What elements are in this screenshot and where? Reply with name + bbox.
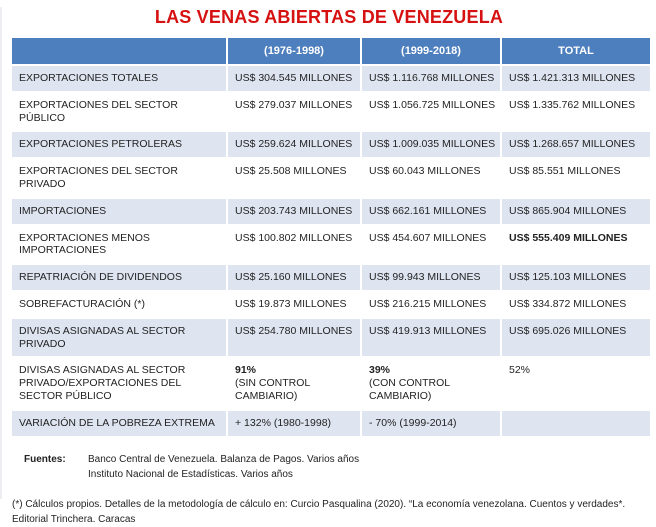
value-cell: 39% (CON CONTROL CAMBIARIO) (362, 358, 500, 409)
row-label: EXPORTACIONES DEL SECTOR PRIVADO (12, 159, 226, 197)
value-cell-total-bold: US$ 555.409 MILLONES (502, 225, 650, 264)
data-table: (1976-1998) (1999-2018) TOTAL EXPORTACIO… (10, 36, 652, 438)
value-cell: US$ 695.026 MILLONES (502, 318, 650, 357)
table-row: EXPORTACIONES TOTALES US$ 304.545 MILLON… (12, 66, 650, 91)
value-cell: US$ 1.335.762 MILLONES (502, 92, 650, 131)
row-label: SOBREFACTURACIÓN (*) (12, 291, 226, 317)
value-cell: US$ 216.215 MILLONES (362, 291, 500, 317)
header-cell-empty (12, 38, 226, 64)
value-cell: US$ 254.780 MILLONES (228, 318, 360, 357)
value-cell (502, 410, 650, 436)
value-cell: US$ 25.160 MILLONES (228, 265, 360, 290)
table-row: EXPORTACIONES DEL SECTOR PÚBLICO US$ 279… (12, 92, 650, 131)
percent-value: 91% (235, 364, 257, 377)
value-cell: US$ 19.873 MILLONES (228, 291, 360, 317)
value-cell: US$ 454.607 MILLONES (362, 225, 500, 264)
percent-note: (CON CONTROL CAMBIARIO) (369, 377, 450, 402)
row-label: REPATRIACIÓN DE DIVIDENDOS (12, 265, 226, 290)
value-cell: + 132% (1980-1998) (228, 410, 360, 436)
header-cell-1976-1998: (1976-1998) (228, 38, 360, 64)
value-cell: US$ 1.009.035 MILLONES (362, 132, 500, 158)
slide: { "title": "LAS VENAS ABIERTAS DE VENEZU… (0, 7, 656, 525)
value-cell: 52% (502, 358, 650, 409)
value-cell: US$ 99.943 MILLONES (362, 265, 500, 290)
sources-lines: Banco Central de Venezuela. Balanza de P… (88, 452, 359, 482)
sources-block: Fuentes: Banco Central de Venezuela. Bal… (24, 452, 656, 482)
table-row: VARIACIÓN DE LA POBREZA EXTREMA + 132% (… (12, 410, 650, 436)
value-cell: US$ 334.872 MILLONES (502, 291, 650, 317)
value-cell: US$ 85.551 MILLONES (502, 159, 650, 197)
row-label: EXPORTACIONES DEL SECTOR PÚBLICO (12, 92, 226, 131)
value-cell: US$ 1.116.768 MILLONES (362, 66, 500, 91)
table-row: SOBREFACTURACIÓN (*) US$ 19.873 MILLONES… (12, 291, 650, 317)
page-title: LAS VENAS ABIERTAS DE VENEZUELA (154, 7, 504, 27)
footnote-line: Editorial Trinchera. Caracas (12, 513, 136, 525)
table-row: DIVISAS ASIGNADAS AL SECTOR PRIVADO/EXPO… (12, 358, 650, 409)
value-cell: - 70% (1999-2014) (362, 410, 500, 436)
value-cell: 91% (SIN CONTROL CAMBIARIO) (228, 358, 360, 409)
row-label: EXPORTACIONES TOTALES (12, 66, 226, 91)
row-label: EXPORTACIONES MENOS IMPORTACIONES (12, 225, 226, 264)
value-cell: US$ 1.056.725 MILLONES (362, 92, 500, 131)
row-label: EXPORTACIONES PETROLERAS (12, 132, 226, 158)
table-row: IMPORTACIONES US$ 203.743 MILLONES US$ 6… (12, 198, 650, 224)
value-cell: US$ 125.103 MILLONES (502, 265, 650, 290)
value-cell: US$ 304.545 MILLONES (228, 66, 360, 91)
value-cell: US$ 1.421.313 MILLONES (502, 66, 650, 91)
table-row: DIVISAS ASIGNADAS AL SECTOR PRIVADO US$ … (12, 318, 650, 357)
header-cell-1999-2018: (1999-2018) (362, 38, 500, 64)
row-label: DIVISAS ASIGNADAS AL SECTOR PRIVADO/EXPO… (12, 358, 226, 409)
table-row: EXPORTACIONES DEL SECTOR PRIVADO US$ 25.… (12, 159, 650, 197)
footnote: (*) Cálculos propios. Detalles de la met… (12, 497, 656, 527)
table-row: EXPORTACIONES PETROLERAS US$ 259.624 MIL… (12, 132, 650, 158)
value-cell: US$ 203.743 MILLONES (228, 198, 360, 224)
value-cell: US$ 419.913 MILLONES (362, 318, 500, 357)
value-cell: US$ 25.508 MILLONES (228, 159, 360, 197)
value-cell: US$ 279.037 MILLONES (228, 92, 360, 131)
row-label: DIVISAS ASIGNADAS AL SECTOR PRIVADO (12, 318, 226, 357)
row-label: IMPORTACIONES (12, 198, 226, 224)
header-cell-total: TOTAL (502, 38, 650, 64)
source-line: Banco Central de Venezuela. Balanza de P… (88, 453, 360, 465)
value-cell: US$ 100.802 MILLONES (228, 225, 360, 264)
table-row: REPATRIACIÓN DE DIVIDENDOS US$ 25.160 MI… (12, 265, 650, 290)
percent-note: (SIN CONTROL CAMBIARIO) (235, 377, 310, 402)
value-cell: US$ 865.904 MILLONES (502, 198, 650, 224)
value-cell: US$ 259.624 MILLONES (228, 132, 360, 158)
row-label: VARIACIÓN DE LA POBREZA EXTREMA (12, 410, 226, 436)
footnote-line: (*) Cálculos propios. Detalles de la met… (12, 498, 626, 510)
sources-label: Fuentes: (24, 453, 66, 465)
header-row: (1976-1998) (1999-2018) TOTAL (12, 38, 650, 64)
value-cell: US$ 662.161 MILLONES (362, 198, 500, 224)
percent-value: 39% (369, 364, 391, 377)
table-row: EXPORTACIONES MENOS IMPORTACIONES US$ 10… (12, 225, 650, 264)
value-cell: US$ 1.268.657 MILLONES (502, 132, 650, 158)
value-cell: US$ 60.043 MILLONES (362, 159, 500, 197)
source-line: Instituto Nacional de Estadísticas. Vari… (88, 468, 293, 480)
